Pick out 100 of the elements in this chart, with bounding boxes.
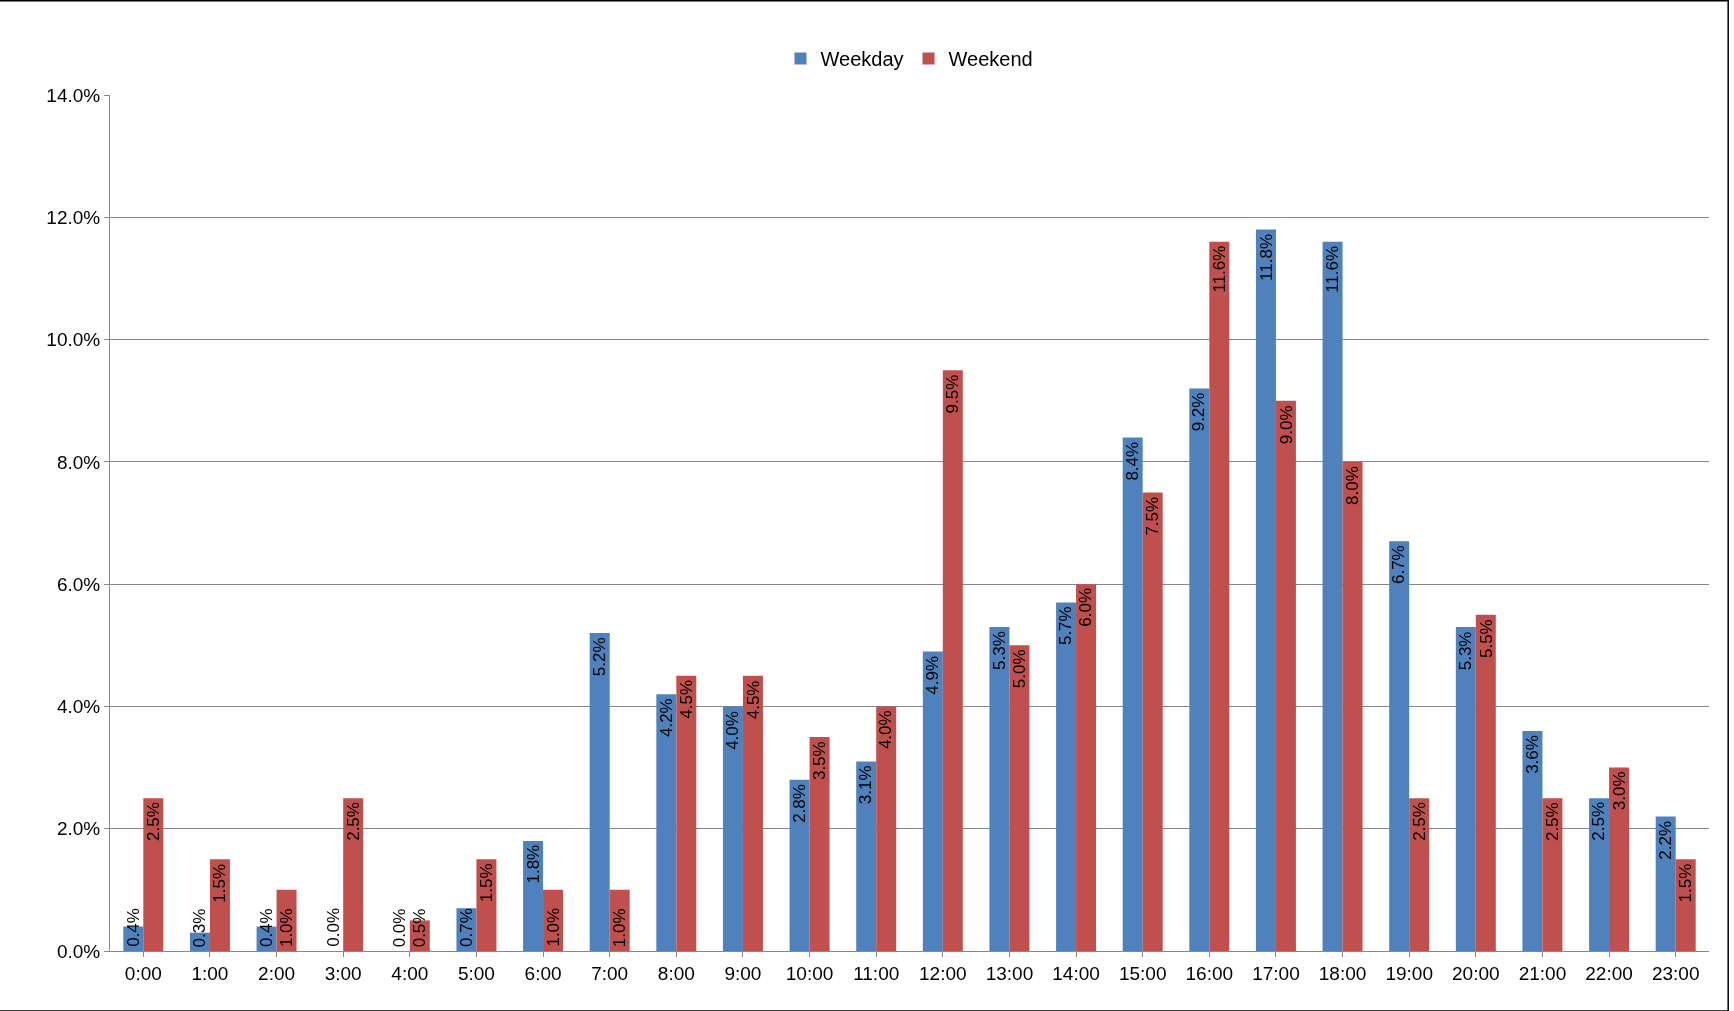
x-tick-label: 7:00 xyxy=(591,962,629,984)
data-label: 1.5% xyxy=(210,863,230,903)
bar xyxy=(1475,614,1496,951)
data-label: 0.3% xyxy=(190,908,210,948)
data-label: 2.5% xyxy=(1542,802,1562,842)
bar xyxy=(1455,626,1476,951)
legend-label: Weekday xyxy=(820,48,904,71)
bar xyxy=(1609,767,1630,951)
data-label: 0.7% xyxy=(456,908,476,947)
bar xyxy=(1589,798,1610,951)
bar xyxy=(1056,602,1077,951)
x-tick-label: 12:00 xyxy=(919,962,967,984)
x-tick-label: 14:00 xyxy=(1052,962,1100,984)
bar xyxy=(656,694,677,951)
bar xyxy=(1542,798,1563,951)
data-label: 9.5% xyxy=(943,374,963,414)
x-tick-label: 1:00 xyxy=(191,962,229,984)
x-tick-label: 0:00 xyxy=(124,962,162,984)
x-tick-label: 6:00 xyxy=(524,962,562,984)
data-label: 4.0% xyxy=(723,711,743,750)
data-label: 0.5% xyxy=(410,908,430,948)
bar xyxy=(856,761,877,951)
x-tick-label: 23:00 xyxy=(1651,962,1700,984)
data-label: 1.0% xyxy=(543,907,563,947)
legend-label: Weekend xyxy=(948,48,1033,71)
y-tick-label: 4.0% xyxy=(56,696,101,718)
data-label: 6.0% xyxy=(1076,587,1096,627)
bar xyxy=(1009,645,1030,951)
data-label: 7.5% xyxy=(1142,496,1162,536)
bar xyxy=(809,737,830,951)
data-label: 11.6% xyxy=(1323,245,1343,293)
x-tick-label: 19:00 xyxy=(1385,962,1433,984)
bar xyxy=(1342,461,1363,951)
bar xyxy=(143,798,164,951)
y-tick-label: 0.0% xyxy=(56,940,101,962)
bar xyxy=(1189,388,1210,951)
data-label: 3.5% xyxy=(810,741,830,781)
x-tick-label: 15:00 xyxy=(1118,962,1167,984)
data-label: 5.7% xyxy=(1056,606,1076,646)
data-label: 4.2% xyxy=(656,698,676,738)
bar xyxy=(1209,241,1230,951)
data-label: 8.0% xyxy=(1343,466,1363,505)
data-label: 5.0% xyxy=(1009,649,1029,689)
data-label: 8.4% xyxy=(1122,441,1142,481)
bar xyxy=(1522,730,1543,951)
bar xyxy=(1255,229,1276,951)
y-tick-label: 6.0% xyxy=(56,573,101,595)
x-tick-label: 4:00 xyxy=(391,962,429,984)
bar xyxy=(676,675,697,951)
data-label: 4.0% xyxy=(876,710,896,750)
data-label: 6.7% xyxy=(1389,545,1409,585)
x-tick-label: 13:00 xyxy=(985,962,1034,984)
y-tick-label: 10.0% xyxy=(46,329,101,351)
y-tick-label: 2.0% xyxy=(56,818,101,840)
data-label: 1.5% xyxy=(1675,863,1695,903)
y-tick-label: 12.0% xyxy=(46,206,101,228)
bar xyxy=(722,706,743,951)
data-label: 9.0% xyxy=(1276,405,1296,445)
x-tick-label: 10:00 xyxy=(785,962,834,984)
x-tick-label: 11:00 xyxy=(853,962,900,984)
x-tick-label: 17:00 xyxy=(1252,962,1300,984)
x-tick-label: 5:00 xyxy=(457,962,495,984)
data-label: 1.0% xyxy=(277,908,297,948)
data-label: 0.4% xyxy=(123,908,143,947)
x-tick-label: 20:00 xyxy=(1452,962,1500,984)
bar xyxy=(942,370,963,951)
data-label: 2.5% xyxy=(343,802,363,841)
x-tick-label: 22:00 xyxy=(1585,962,1633,984)
bar xyxy=(789,779,810,951)
bar xyxy=(1409,798,1430,951)
data-label: 11.6% xyxy=(1210,245,1230,293)
bar xyxy=(1389,541,1410,951)
y-tick-label: 8.0% xyxy=(56,451,101,473)
bar xyxy=(1655,816,1676,951)
bar xyxy=(742,675,763,951)
data-label: 1.0% xyxy=(610,908,630,948)
data-label: 1.5% xyxy=(476,863,496,903)
data-label: 2.5% xyxy=(1589,801,1609,841)
data-label: 9.2% xyxy=(1189,392,1209,432)
data-label: 2.5% xyxy=(143,802,163,841)
data-label: 0.4% xyxy=(257,908,277,948)
data-label: 4.5% xyxy=(743,680,763,720)
x-tick-label: 21:00 xyxy=(1518,962,1567,984)
data-label: 3.6% xyxy=(1523,735,1543,774)
data-label: 5.3% xyxy=(1456,631,1476,671)
data-label: 3.1% xyxy=(856,765,876,805)
bar xyxy=(343,798,364,951)
bar xyxy=(1142,492,1163,951)
data-label: 3.0% xyxy=(1609,771,1629,811)
x-tick-label: 2:00 xyxy=(258,962,296,984)
bar xyxy=(589,633,610,951)
bar xyxy=(1275,400,1296,951)
data-label: 2.2% xyxy=(1655,820,1675,860)
x-tick-label: 9:00 xyxy=(724,962,762,984)
y-tick-label: 14.0% xyxy=(46,84,101,106)
x-tick-label: 16:00 xyxy=(1185,962,1234,984)
data-label: 0.0% xyxy=(390,908,410,948)
x-tick-label: 3:00 xyxy=(324,962,362,984)
bar xyxy=(922,651,943,951)
bar xyxy=(1122,437,1143,951)
